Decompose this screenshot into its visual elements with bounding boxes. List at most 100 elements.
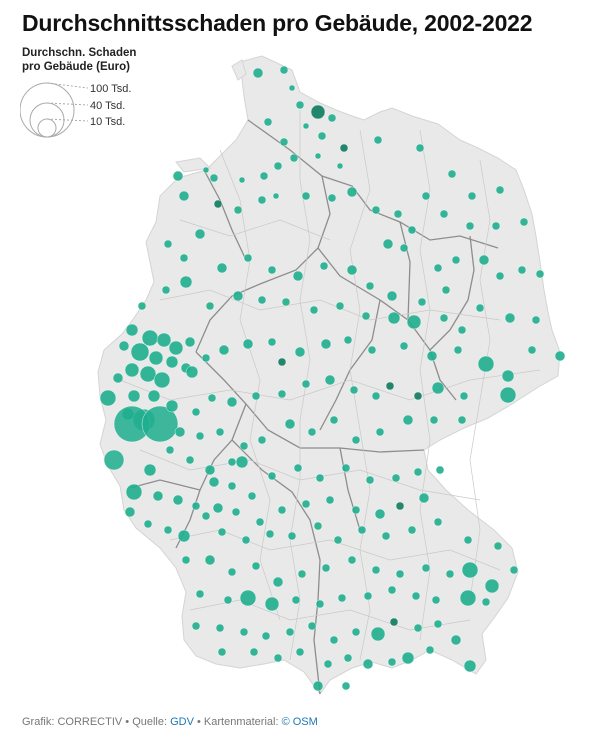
legend-title-line1: Durchschn. Schaden — [22, 47, 137, 59]
damage-bubble — [143, 519, 153, 529]
damage-bubble — [393, 209, 403, 219]
damage-bubble — [395, 569, 405, 579]
damage-bubble — [208, 476, 220, 488]
damage-bubble — [125, 323, 139, 337]
damage-bubble — [231, 507, 241, 517]
damage-bubble — [195, 431, 205, 441]
damage-bubble — [261, 631, 271, 641]
damage-bubble — [495, 271, 505, 281]
damage-bubble — [312, 680, 324, 692]
damage-bubble — [341, 463, 351, 473]
damage-bubble — [447, 169, 457, 179]
damage-bubble — [205, 301, 215, 311]
damage-bubble — [426, 350, 438, 362]
damage-bubble — [125, 483, 143, 501]
damage-bubble — [165, 355, 179, 369]
damage-bubble — [481, 597, 491, 607]
damage-bubble — [232, 290, 244, 302]
damage-bubble — [333, 535, 343, 545]
damage-bubble — [421, 191, 431, 201]
size-legend: 100 Tsd. 40 Tsd. 10 Tsd. — [20, 82, 131, 138]
damage-bubble — [217, 527, 227, 537]
damage-bubble — [294, 346, 306, 358]
damage-bubble — [291, 595, 301, 605]
damage-bubble — [370, 626, 386, 642]
damage-bubble — [249, 647, 259, 657]
damage-bubble — [301, 379, 311, 389]
damage-bubble — [453, 345, 463, 355]
damage-bubble — [335, 301, 345, 311]
damage-bubble — [233, 205, 243, 215]
damage-bubble — [163, 525, 173, 535]
damage-bubble — [433, 263, 443, 273]
damage-bubble — [295, 647, 305, 657]
damage-bubble — [504, 312, 516, 324]
damage-bubble — [415, 143, 425, 153]
damage-bubble — [431, 595, 441, 605]
damage-bubble — [407, 225, 417, 235]
damage-bubble — [310, 104, 326, 120]
damage-bubble — [227, 567, 237, 577]
map-title: Durchschnittsschaden pro Gebäude, 2002-2… — [22, 10, 533, 36]
damage-bubble — [391, 473, 401, 483]
damage-bubble — [324, 374, 336, 386]
damage-bubble — [319, 261, 329, 271]
damage-bubble — [242, 338, 254, 350]
damage-bubble — [226, 396, 238, 408]
damage-bubble — [141, 329, 159, 347]
damage-bubble — [207, 393, 217, 403]
damage-bubble — [194, 228, 206, 240]
damage-bubble — [371, 205, 381, 215]
damage-bubble — [477, 355, 495, 373]
damage-bubble — [148, 350, 164, 366]
damage-bubble — [431, 381, 445, 395]
damage-bubble — [362, 658, 374, 670]
damage-bubble — [204, 464, 216, 476]
damage-bubble — [313, 521, 323, 531]
damage-bubble — [241, 535, 251, 545]
legend-leader-medium — [46, 102, 89, 106]
damage-bubble — [343, 335, 353, 345]
damage-bubble — [478, 254, 490, 266]
damage-bubble — [251, 391, 261, 401]
damage-bubble — [161, 285, 171, 295]
damage-bubble — [425, 645, 435, 655]
damage-bubble — [252, 67, 264, 79]
damage-bubble — [365, 281, 375, 291]
damage-bubble — [127, 389, 141, 403]
damage-bubble — [257, 195, 267, 205]
damage-bubble — [184, 336, 196, 348]
damage-bubble — [315, 473, 325, 483]
damage-bubble — [441, 285, 451, 295]
damage-bubble — [307, 621, 317, 631]
damage-bubble — [493, 541, 503, 551]
damage-bubble — [315, 599, 325, 609]
damage-bubble — [327, 193, 337, 203]
source-link[interactable]: GDV — [170, 716, 194, 728]
damage-bubble — [309, 305, 319, 315]
damage-bubble — [519, 217, 529, 227]
damage-bubble — [457, 325, 467, 335]
damage-bubble — [389, 617, 399, 627]
osm-link[interactable]: © OSM — [281, 716, 318, 728]
damage-bubble — [439, 313, 449, 323]
damage-bubble — [143, 463, 157, 477]
damage-bubble — [168, 340, 184, 356]
damage-bubble — [475, 303, 485, 313]
damage-bubble — [459, 589, 477, 607]
damage-bubble — [491, 221, 501, 231]
damage-bubble — [329, 635, 339, 645]
footer-middle: • Kartenmaterial: — [193, 716, 282, 728]
damage-bubble — [165, 445, 175, 455]
damage-bubble — [287, 531, 297, 541]
damage-bubble — [178, 190, 190, 202]
damage-bubble — [517, 265, 527, 275]
damage-bubble — [435, 465, 445, 475]
damage-bubble — [223, 595, 233, 605]
legend-label-medium: 40 Tsd. — [90, 100, 125, 112]
damage-bubble — [204, 554, 216, 566]
damage-bubble — [373, 135, 383, 145]
damage-bubble — [172, 494, 184, 506]
damage-bubble — [450, 634, 462, 646]
